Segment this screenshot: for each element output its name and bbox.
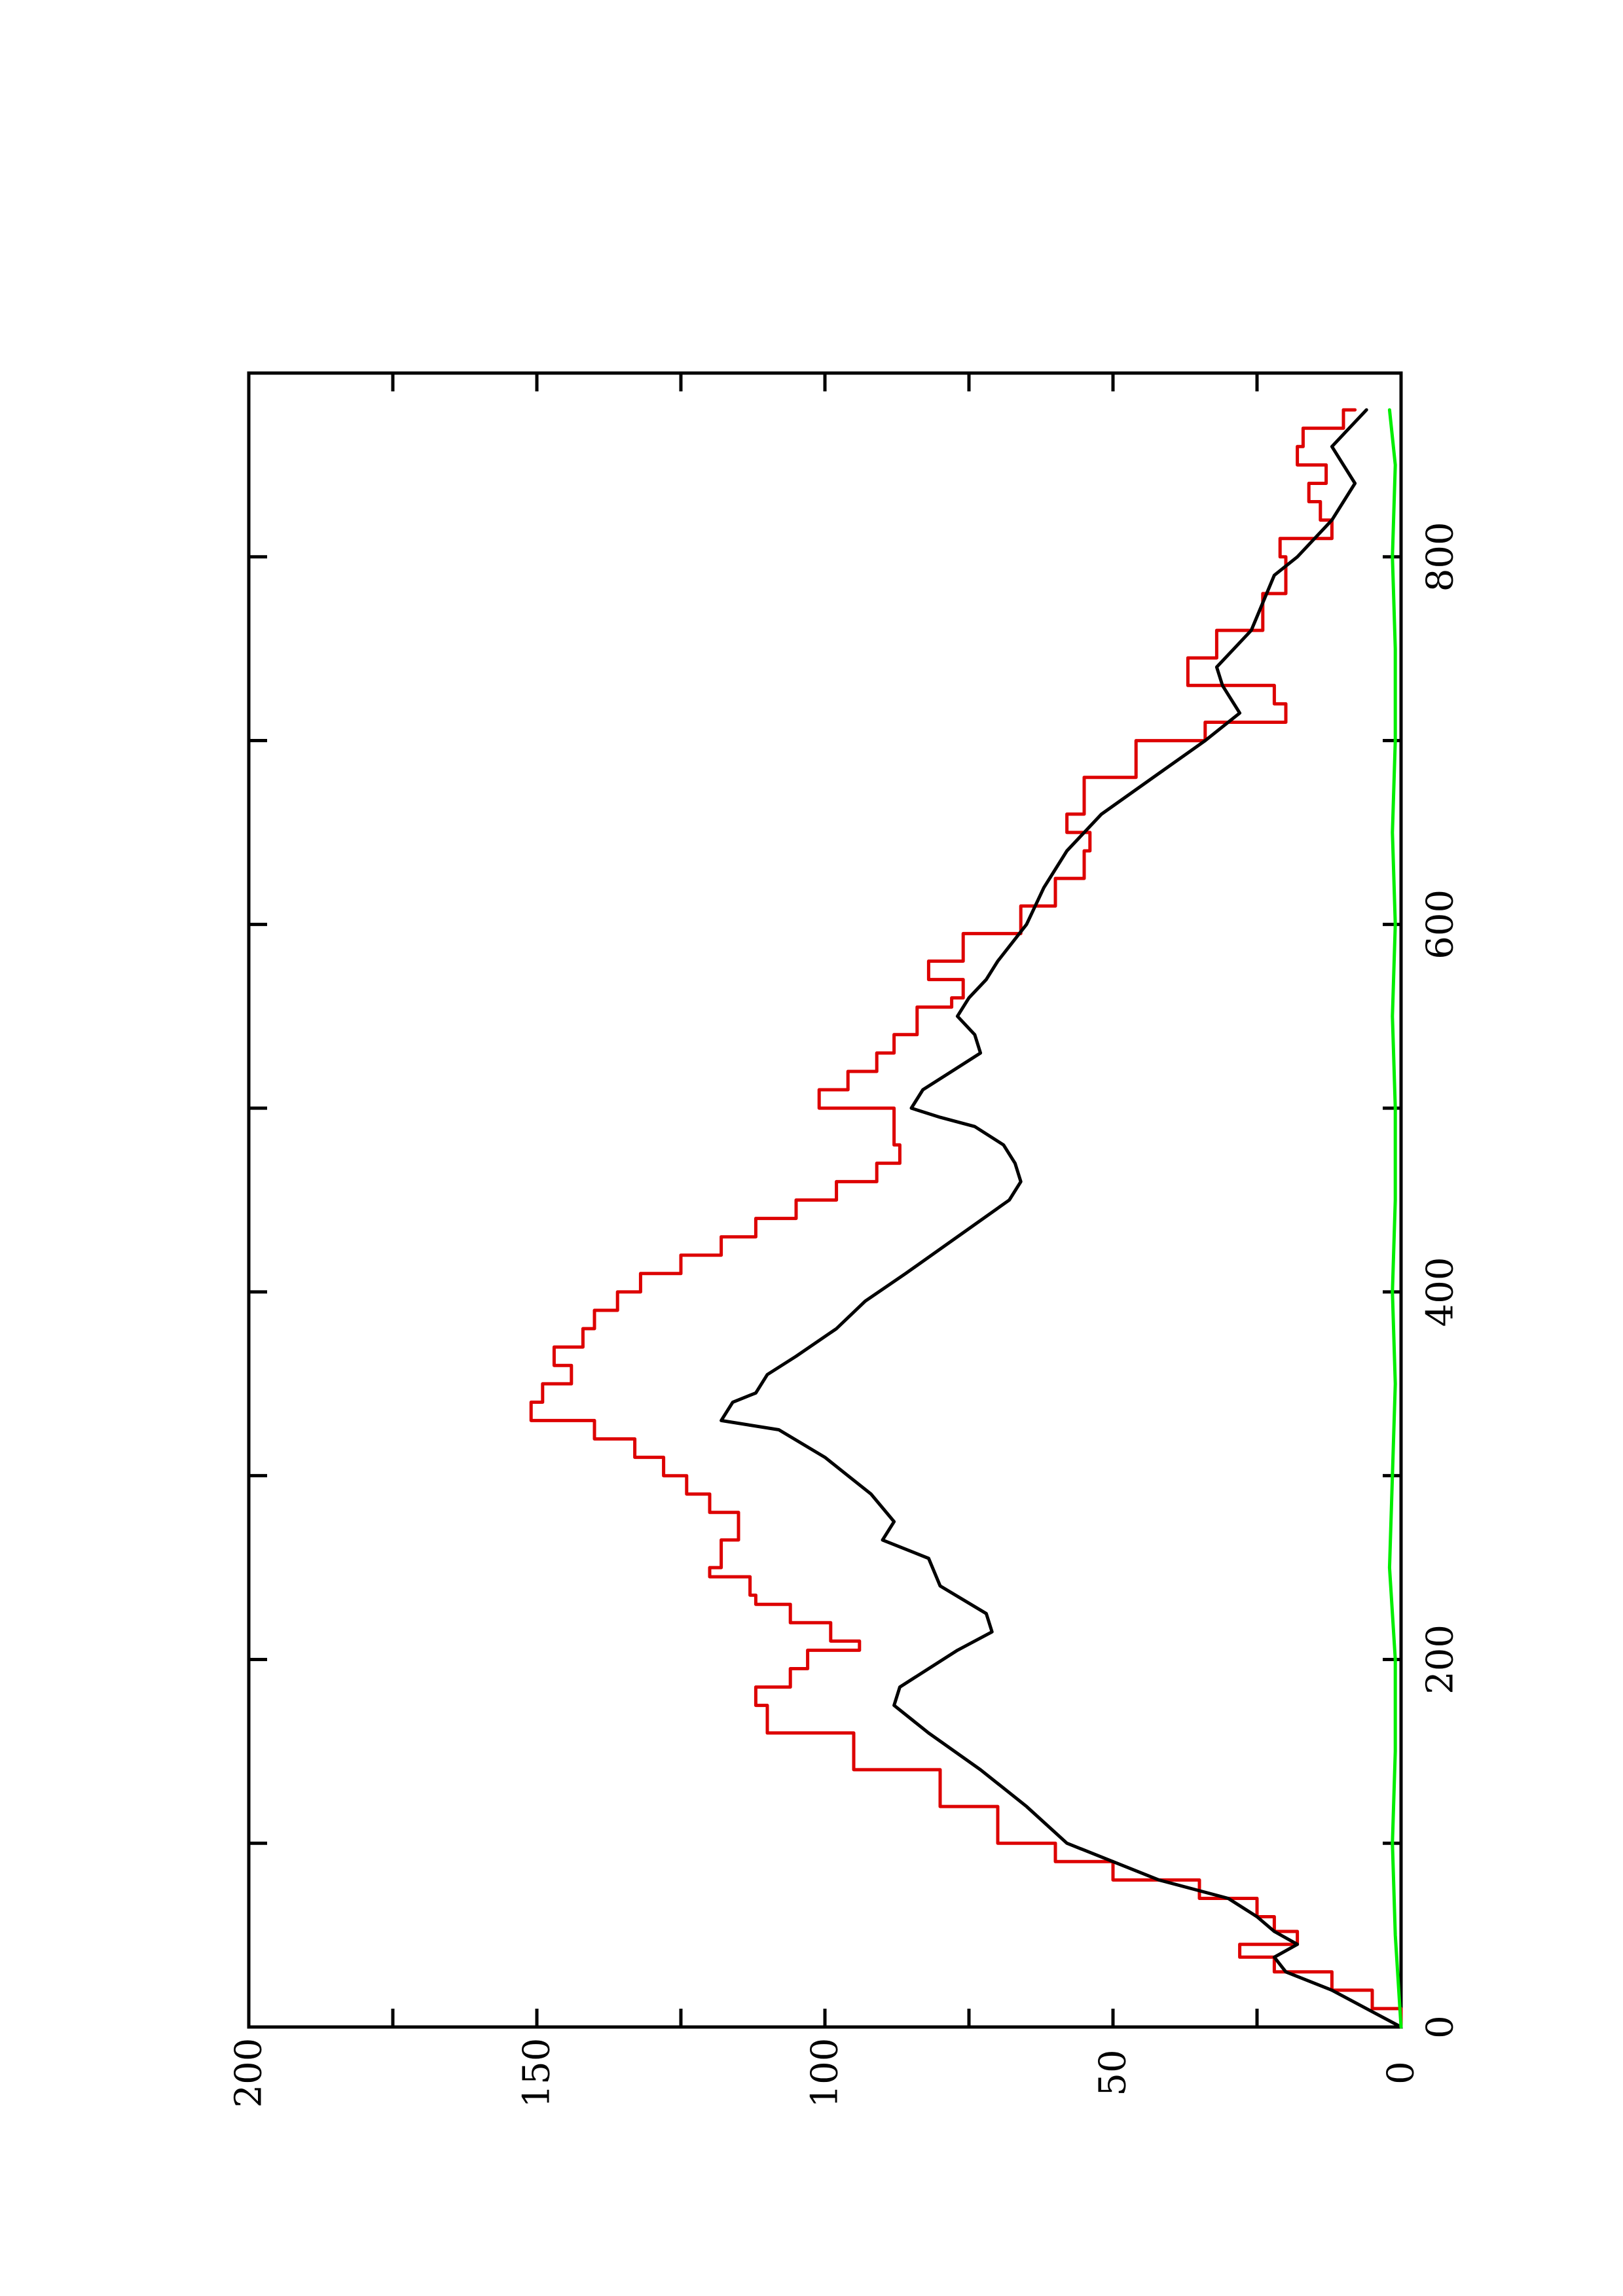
- x-tick-label: 0: [1419, 2015, 1462, 2039]
- plot-area: 0 200 400 600 800 0 50 100 150 200: [228, 371, 1462, 2108]
- y-tick-label: 150: [516, 2038, 558, 2108]
- x-tick-label: 200: [1419, 1624, 1462, 1695]
- series-group: [529, 408, 1403, 2029]
- y-tick-label: 200: [228, 2038, 270, 2108]
- axis-ticks: [247, 373, 1403, 2029]
- series-line-1: [529, 408, 1403, 2029]
- y-tick-label: 50: [1092, 2049, 1135, 2096]
- axis-tick-labels: 0 200 400 600 800 0 50 100 150 200: [228, 522, 1462, 2108]
- y-tick-label: 0: [1380, 2061, 1423, 2085]
- y-tick-label: 100: [804, 2038, 847, 2108]
- x-tick-label: 800: [1419, 522, 1462, 592]
- x-tick-label: 400: [1419, 1257, 1462, 1327]
- series-line-2: [720, 408, 1403, 2029]
- series-line-3: [1387, 408, 1403, 2029]
- x-tick-label: 600: [1419, 889, 1462, 960]
